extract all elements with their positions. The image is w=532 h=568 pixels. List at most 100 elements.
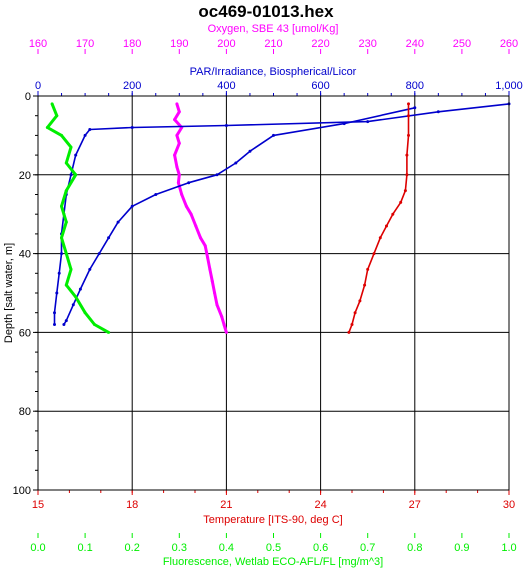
fluorescence-point <box>74 295 78 299</box>
fluorescence-point <box>74 173 78 177</box>
oxygen-tick-label: 260 <box>500 38 518 50</box>
oxygen-tick-label: 180 <box>123 38 141 50</box>
fluorescence-tick-label: 1.0 <box>501 542 516 554</box>
depth-tick-label: 0 <box>25 91 31 103</box>
oxygen-point <box>203 244 207 248</box>
depth-tick-label: 100 <box>13 485 31 497</box>
series-layer <box>45 102 511 334</box>
oxygen-tick-label: 160 <box>29 38 47 50</box>
oxygen-point <box>208 267 212 271</box>
oxygen-point <box>177 173 181 177</box>
oxygen-point <box>173 153 177 157</box>
par-point <box>71 303 75 307</box>
grid-layer <box>38 96 509 490</box>
fluorescence-point <box>69 145 73 149</box>
oxygen-tick-label: 230 <box>359 38 377 50</box>
par-point <box>130 126 134 129</box>
depth-tick-label: 60 <box>19 327 31 339</box>
oxygen-point <box>175 102 179 106</box>
par-tick-label: 200 <box>123 80 141 92</box>
oxygen-point <box>222 323 226 326</box>
temperature-point <box>405 173 409 177</box>
temperature-tick-label: 18 <box>126 499 138 511</box>
par-point <box>55 291 59 295</box>
plot-frame <box>37 95 510 491</box>
temperature-point <box>385 224 388 228</box>
fluorescence-point <box>64 189 68 193</box>
temperature-tick-label: 21 <box>220 499 232 511</box>
par-point <box>187 181 191 185</box>
fluorescence-tick-label: 0.1 <box>77 542 92 554</box>
par-tick-label: 800 <box>406 80 424 92</box>
temperature-point <box>353 311 357 315</box>
fluorescence-point <box>60 236 63 240</box>
par-point <box>74 153 78 157</box>
oxygen-point <box>206 256 210 259</box>
fluorescence-point <box>93 323 96 326</box>
oxygen-point <box>194 224 198 228</box>
temperature-point <box>407 114 410 118</box>
par-point <box>342 122 346 126</box>
fluorescence-point <box>64 220 68 224</box>
oxygen-point <box>180 193 184 196</box>
temperature-point <box>399 200 403 204</box>
fluorescence-tick-label: 0.2 <box>125 542 140 554</box>
par-point <box>234 161 238 165</box>
fluorescence-tick-label: 0.8 <box>407 542 422 554</box>
par-tick-label: 0 <box>35 80 41 92</box>
par-point <box>366 120 370 124</box>
par-point <box>69 173 73 177</box>
oxygen-tick-label: 200 <box>217 38 235 50</box>
temperature-point <box>363 283 367 287</box>
fluorescence-point <box>60 204 63 208</box>
chart-title: oc469-01013.hex <box>198 2 334 21</box>
oxygen-tick-label: 210 <box>264 38 282 50</box>
temperature-point <box>347 330 351 334</box>
oxygen-tick-label: 190 <box>170 38 188 50</box>
par-point <box>436 110 440 114</box>
par-point <box>116 220 120 224</box>
temperature-axis-label: Temperature [ITS-90, deg C] <box>203 514 342 526</box>
par-point <box>60 252 63 256</box>
par-point <box>224 124 228 127</box>
fluorescence-point <box>55 114 59 118</box>
oxygen-point <box>173 118 177 122</box>
par-point <box>57 271 61 275</box>
oxygen-point <box>224 330 228 334</box>
depth-axis-label: Depth [salt water, m] <box>3 243 15 343</box>
temperature-point <box>391 212 395 216</box>
par-point <box>413 106 417 110</box>
temperature-series-3 <box>348 103 410 333</box>
fluorescence-point <box>60 133 63 137</box>
temperature-point <box>366 267 370 271</box>
fluorescence-tick-label: 0.5 <box>266 542 281 554</box>
temperature-point <box>407 102 410 106</box>
fluorescence-point <box>50 102 54 106</box>
par-point <box>53 311 56 315</box>
par-point <box>272 133 275 137</box>
fluorescence-point <box>83 311 87 315</box>
temperature-point <box>372 252 376 256</box>
oxygen-point <box>215 303 219 307</box>
par-point <box>78 287 82 291</box>
temperature-point <box>378 236 382 240</box>
temperature-tick-label: 15 <box>32 499 44 511</box>
fluorescence-point <box>69 267 73 271</box>
fluorescence-point <box>64 252 68 256</box>
oxygen-point <box>210 279 214 283</box>
par-point <box>62 323 66 326</box>
fluorescence-point <box>45 126 49 129</box>
fluorescence-tick-label: 0.7 <box>360 542 375 554</box>
depth-tick-label: 20 <box>19 170 31 182</box>
oxygen-axis-label: Oxygen, SBE 43 [umol/Kg] <box>208 23 339 35</box>
par-point <box>107 236 111 240</box>
temperature-point <box>350 323 354 326</box>
depth-tick-label: 40 <box>19 249 31 261</box>
par-tick-label: 600 <box>311 80 329 92</box>
oxygen-point <box>189 212 193 216</box>
oxygen-point <box>220 315 224 319</box>
fluorescence-tick-label: 0.9 <box>454 542 469 554</box>
oxygen-tick-label: 170 <box>76 38 94 50</box>
